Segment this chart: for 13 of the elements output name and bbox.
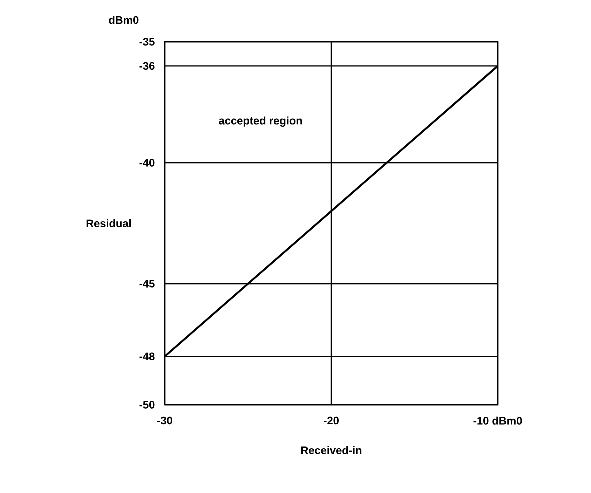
x-tick-label: -10 dBm0 bbox=[474, 416, 522, 425]
y-tick-label: -45 bbox=[140, 280, 155, 288]
text: dBm0 bbox=[109, 16, 139, 24]
x-tick-label: -30 bbox=[158, 416, 172, 425]
x-axis-title: Received-in bbox=[301, 446, 362, 454]
y-tick-label: -50 bbox=[140, 401, 155, 409]
y-axis-title: Residual bbox=[86, 219, 132, 228]
y-tick-label: -48 bbox=[140, 352, 155, 360]
y-tick-label: -36 bbox=[140, 62, 155, 70]
y-tick-label: -35 bbox=[140, 38, 155, 46]
y-tick-label: -40 bbox=[140, 159, 155, 167]
annotation: accepted region bbox=[219, 116, 302, 127]
x-tick-label: -20 bbox=[324, 416, 339, 425]
